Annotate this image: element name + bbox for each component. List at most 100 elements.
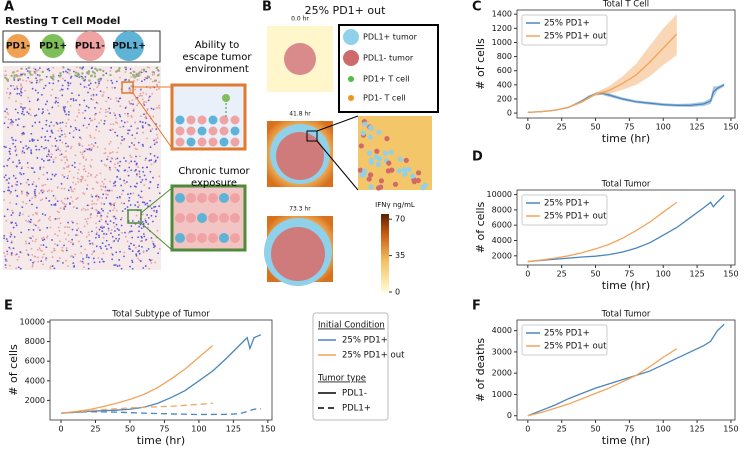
tissue-dot — [34, 89, 37, 92]
tissue-dot — [43, 147, 46, 150]
zoom-cell — [175, 126, 185, 136]
tissue-dot — [71, 164, 74, 167]
tissue-dot — [36, 69, 38, 72]
tissue-dot — [86, 222, 89, 225]
tissue-dot — [5, 78, 9, 81]
tissue-dot — [28, 236, 31, 239]
tissue-dot — [121, 231, 123, 234]
tissue-dot — [65, 249, 68, 252]
tissue-dot — [21, 152, 23, 154]
tissue-dot — [101, 197, 104, 199]
tissue-dot — [73, 166, 76, 169]
tissue-dot — [124, 231, 126, 234]
tissue-dot — [23, 106, 26, 109]
tissue-dot — [87, 262, 90, 265]
tissue-dot — [44, 135, 47, 138]
tissue-dot — [138, 252, 141, 255]
tissue-dot — [62, 66, 65, 69]
tissue-dot — [44, 84, 47, 87]
tissue-dot — [90, 207, 93, 210]
tissue-dot — [134, 121, 137, 124]
tissue-dot — [5, 146, 7, 149]
tissue-dot — [10, 252, 13, 255]
tissue-dot — [124, 169, 127, 172]
tissue-dot — [56, 186, 59, 189]
tissue-dot — [107, 229, 110, 232]
tissue-dot — [130, 125, 133, 128]
tissue-dot — [123, 255, 125, 258]
tissue-dot — [10, 136, 13, 139]
tissue-dot — [65, 155, 67, 158]
tissue-dot — [105, 115, 107, 118]
tissue-dot — [20, 102, 23, 105]
y-tick-label: 8000 — [25, 337, 45, 346]
tissue-dot — [85, 159, 87, 161]
tissue-dot — [45, 246, 48, 249]
tissue-dot — [145, 221, 148, 224]
tissue-dot — [123, 202, 126, 205]
tissue-dot — [28, 199, 31, 202]
tissue-dot — [71, 238, 74, 241]
tissue-dot — [74, 183, 77, 186]
tissue-dot — [20, 231, 23, 234]
tissue-dot — [82, 207, 85, 210]
zoom-cell — [415, 177, 421, 184]
tissue-dot — [111, 151, 114, 153]
tissue-dot — [3, 176, 6, 179]
series-line — [60, 344, 214, 414]
tissue-dot — [117, 161, 120, 164]
tissue-dot — [142, 267, 145, 269]
tissue-dot — [80, 252, 82, 254]
tissue-dot — [21, 213, 24, 216]
tissue-dot — [61, 121, 64, 124]
plot-frame — [516, 189, 736, 266]
tissue-dot — [138, 245, 141, 247]
tissue-dot — [84, 78, 87, 81]
tissue-dot — [21, 73, 23, 76]
tissue-dot — [128, 199, 130, 202]
tissue-dot — [153, 155, 156, 157]
tissue-dot — [15, 119, 17, 121]
tissue-dot — [101, 180, 104, 183]
zoom-cell — [197, 137, 207, 147]
tissue-dot — [71, 254, 73, 257]
tissue-dot — [27, 112, 30, 115]
tissue-dot — [47, 217, 50, 220]
tissue-dot — [129, 154, 131, 157]
tissue-dot — [78, 94, 80, 97]
tissue-dot — [100, 119, 102, 122]
y-tick-label: 6000 — [492, 221, 512, 230]
tissue-dot — [22, 147, 25, 149]
x-tick-label: 75 — [624, 123, 634, 132]
tissue-dot — [112, 182, 115, 185]
panel-label: A — [4, 0, 14, 15]
x-tick-label: 75 — [159, 425, 169, 434]
chart-title: Total Tumor — [601, 180, 651, 190]
tissue-dot — [132, 192, 135, 195]
tissue-dot — [141, 201, 144, 204]
y-tick-label: 10000 — [487, 190, 512, 199]
tissue-dot — [67, 164, 70, 167]
tissue-dot — [74, 74, 77, 77]
tissue-dot — [89, 242, 92, 245]
tissue-dot — [6, 250, 9, 253]
tissue-dot — [65, 145, 68, 148]
tissue-dot — [104, 220, 107, 223]
tissue-dot — [90, 194, 93, 196]
tissue-dot — [67, 221, 69, 224]
tissue-dot — [59, 89, 62, 92]
tissue-dot — [16, 85, 19, 88]
tissue-dot — [138, 173, 141, 176]
tissue-dot — [154, 141, 157, 144]
tissue-dot — [39, 199, 42, 202]
tissue-dot — [152, 108, 155, 111]
tissue-dot — [56, 260, 59, 262]
tissue-dot — [33, 139, 35, 141]
tissue-dot — [30, 167, 33, 169]
tissue-dot — [8, 150, 11, 153]
tissue-dot — [62, 261, 64, 264]
tissue-dot — [143, 184, 146, 187]
tissue-dot — [139, 176, 141, 178]
tissue-dot — [26, 191, 28, 194]
tissue-dot — [67, 81, 69, 84]
